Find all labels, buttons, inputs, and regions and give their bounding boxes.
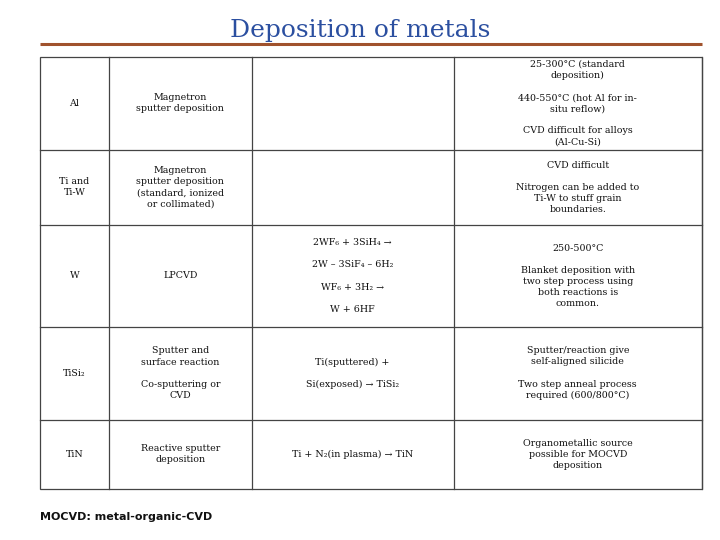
Text: TiSi₂: TiSi₂ <box>63 369 86 377</box>
Text: MOCVD: metal-organic-CVD: MOCVD: metal-organic-CVD <box>40 512 212 522</box>
Text: Ti + N₂(in plasma) → TiN: Ti + N₂(in plasma) → TiN <box>292 450 413 458</box>
Bar <box>40 57 702 489</box>
Text: Sputter and
surface reaction

Co-sputtering or
CVD: Sputter and surface reaction Co-sputteri… <box>140 347 220 400</box>
Text: TiN: TiN <box>66 450 84 458</box>
Text: LPCVD: LPCVD <box>163 272 197 280</box>
Text: 250-500°C

Blanket deposition with
two step process using
both reactions is
comm: 250-500°C Blanket deposition with two st… <box>521 244 635 308</box>
Text: Reactive sputter
deposition: Reactive sputter deposition <box>140 444 220 464</box>
Text: Deposition of metals: Deposition of metals <box>230 19 490 43</box>
Text: 25-300°C (standard
deposition)

440-550°C (hot Al for in-
situ reflow)

CVD diff: 25-300°C (standard deposition) 440-550°C… <box>518 60 637 146</box>
Text: Al: Al <box>69 99 79 107</box>
Text: Magnetron
sputter deposition: Magnetron sputter deposition <box>136 93 225 113</box>
Text: Organometallic source
possible for MOCVD
deposition: Organometallic source possible for MOCVD… <box>523 438 633 470</box>
Text: 2WF₆ + 3SiH₄ →

2W – 3SiF₄ – 6H₂

WF₆ + 3H₂ →

W + 6HF: 2WF₆ + 3SiH₄ → 2W – 3SiF₄ – 6H₂ WF₆ + 3H… <box>312 238 393 314</box>
Text: Ti(sputtered) +

Si(exposed) → TiSi₂: Ti(sputtered) + Si(exposed) → TiSi₂ <box>306 357 399 389</box>
Text: Ti and
Ti-W: Ti and Ti-W <box>59 177 89 198</box>
Text: W: W <box>70 272 79 280</box>
Text: CVD difficult

Nitrogen can be added to
Ti-W to stuff grain
boundaries.: CVD difficult Nitrogen can be added to T… <box>516 161 639 214</box>
Text: Magnetron
sputter deposition
(standard, ionized
or collimated): Magnetron sputter deposition (standard, … <box>136 166 225 208</box>
Text: Sputter/reaction give
self-aligned silicide

Two step anneal process
required (6: Sputter/reaction give self-aligned silic… <box>518 346 637 400</box>
